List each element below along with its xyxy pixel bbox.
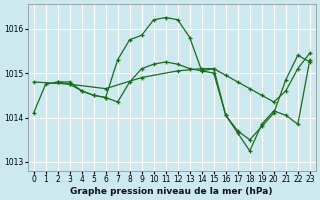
- X-axis label: Graphe pression niveau de la mer (hPa): Graphe pression niveau de la mer (hPa): [70, 187, 273, 196]
